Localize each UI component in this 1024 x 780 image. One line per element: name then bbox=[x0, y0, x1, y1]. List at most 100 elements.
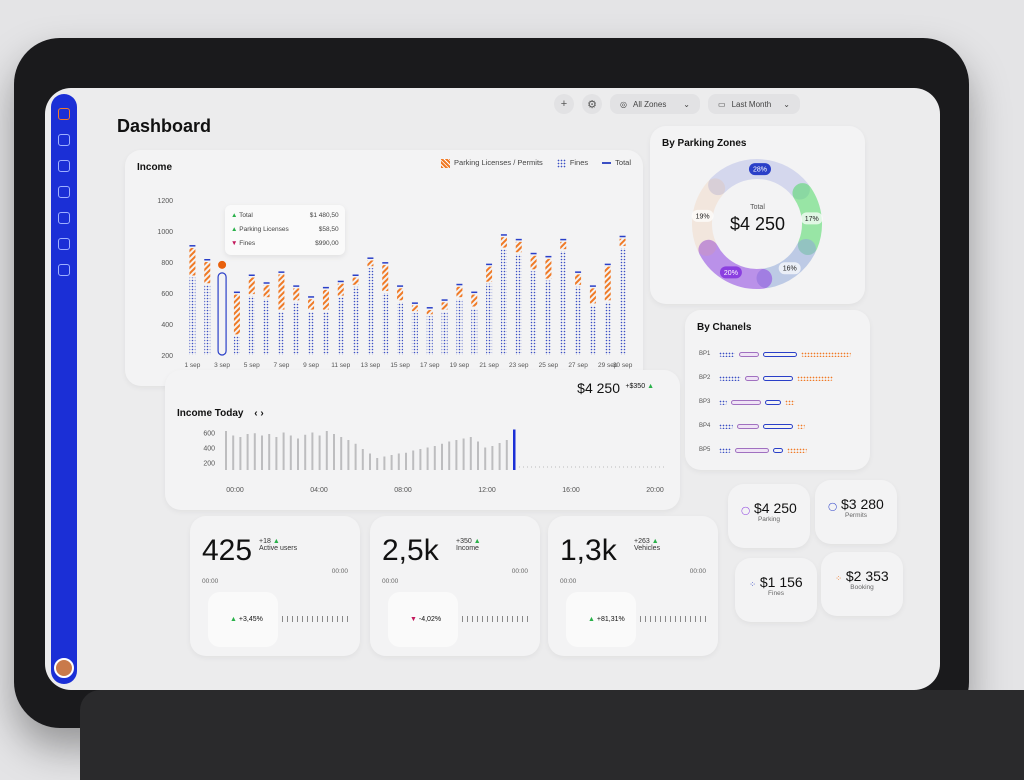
bar-chart-icon[interactable] bbox=[58, 264, 70, 276]
mini-stat-card: ⁘ $1 156 Fines bbox=[735, 558, 817, 622]
x-tick-label: 27 sep bbox=[568, 362, 588, 369]
total-marker bbox=[589, 285, 596, 287]
zone-pct-badge bbox=[691, 209, 714, 222]
x-tick-label: 04:00 bbox=[310, 487, 328, 494]
page-title: Dashboard bbox=[117, 116, 212, 136]
y-tick-label: 1000 bbox=[157, 229, 173, 236]
total-marker bbox=[204, 259, 211, 261]
y-tick-label: 200 bbox=[161, 353, 173, 360]
stat-pct: ▼ -4,02% bbox=[410, 616, 442, 623]
x-tick-label: 3 sep bbox=[214, 362, 230, 369]
y-tick-label: 600 bbox=[203, 431, 215, 438]
mini-stat-card: ⁘ $2 353 Booking bbox=[821, 552, 903, 616]
parking-bar bbox=[471, 294, 478, 307]
y-tick-label: 600 bbox=[161, 291, 173, 298]
channel-parking-bar bbox=[763, 351, 797, 357]
zone-icon: ◎ bbox=[620, 99, 627, 109]
prev-arrow-icon[interactable]: ‹ bbox=[254, 408, 258, 419]
zones-total-value: $4 250 bbox=[729, 214, 786, 234]
settings-button[interactable]: ⚙ bbox=[582, 94, 602, 114]
dashboard-icon[interactable] bbox=[58, 134, 70, 146]
fines-bar bbox=[604, 302, 611, 355]
today-bar bbox=[253, 433, 256, 470]
total-marker bbox=[560, 238, 567, 241]
channel-booking-bar bbox=[787, 447, 807, 453]
total-marker bbox=[471, 291, 478, 294]
stat-highlight bbox=[566, 592, 636, 647]
fines-bar bbox=[322, 311, 329, 355]
today-bar bbox=[419, 449, 422, 470]
fines-bar bbox=[352, 286, 359, 355]
parking-bar bbox=[248, 277, 255, 295]
today-bar bbox=[282, 432, 285, 470]
car-icon[interactable] bbox=[58, 108, 70, 120]
today-bar bbox=[232, 435, 235, 470]
total-marker bbox=[248, 274, 255, 276]
total-marker bbox=[189, 245, 196, 247]
today-bar bbox=[297, 438, 299, 470]
fines-bar bbox=[263, 299, 270, 355]
period-dropdown[interactable]: ▭ Last Month ⌄ bbox=[708, 94, 800, 114]
parking-marker bbox=[218, 260, 227, 269]
today-bar bbox=[397, 453, 400, 470]
total-marker bbox=[456, 283, 463, 286]
zone-pct-label: 16% bbox=[783, 266, 797, 273]
fines-icon: ⁘ bbox=[749, 580, 756, 589]
x-tick-label: 08:00 bbox=[394, 487, 412, 494]
parking-bar bbox=[382, 265, 389, 291]
channel-permits-bar bbox=[735, 447, 769, 453]
total-marker bbox=[545, 255, 552, 258]
zones-dropdown[interactable]: ◎ All Zones ⌄ bbox=[610, 94, 700, 114]
channel-fines-bar bbox=[719, 375, 741, 381]
stat-card: 425 +18 ▲ Active users 00:00 00:00 ▲ +3,4… bbox=[190, 516, 360, 656]
parking-bar bbox=[204, 262, 211, 284]
today-bar bbox=[318, 435, 321, 470]
time-start: 00:00 bbox=[560, 578, 577, 585]
y-tick-label: 400 bbox=[203, 446, 215, 453]
parking-bar bbox=[560, 241, 567, 250]
up-arrow-icon: ▲ bbox=[651, 538, 659, 545]
parking-meter-icon[interactable] bbox=[58, 212, 70, 224]
location-icon[interactable] bbox=[58, 160, 70, 172]
income-title: Income bbox=[137, 162, 173, 173]
fines-bar bbox=[382, 293, 389, 355]
channel-row: BP1 bbox=[699, 342, 859, 366]
add-button[interactable]: + bbox=[554, 94, 574, 114]
total-marker bbox=[352, 274, 359, 276]
parking-bar bbox=[352, 277, 359, 285]
fines-bar bbox=[204, 285, 211, 355]
x-tick-label: 15 sep bbox=[390, 362, 410, 369]
channel-booking-bar bbox=[797, 423, 805, 429]
sidebar bbox=[51, 94, 77, 684]
y-tick-label: 1200 bbox=[157, 198, 173, 205]
users-icon[interactable] bbox=[58, 238, 70, 250]
avatar[interactable] bbox=[54, 658, 74, 678]
channel-fines-bar bbox=[719, 447, 731, 453]
x-tick-label: 21 sep bbox=[479, 362, 499, 369]
time-end: 00:00 bbox=[689, 568, 706, 575]
parking-zones-card: By Parking Zones 28% 17% 16% 20% 19% Total $… bbox=[650, 126, 865, 304]
zone-pct-label: 19% bbox=[696, 213, 710, 220]
pin-icon[interactable] bbox=[58, 186, 70, 198]
parking-bar bbox=[456, 286, 463, 298]
zones-total-label: Total bbox=[750, 204, 765, 211]
parking-bar bbox=[367, 260, 374, 267]
stat-ticks bbox=[640, 616, 708, 622]
down-arrow-icon: ▼ bbox=[410, 616, 417, 623]
total-marker bbox=[382, 262, 389, 264]
parking-bar bbox=[589, 288, 596, 304]
x-tick-label: 23 sep bbox=[509, 362, 529, 369]
zone-pct-badge bbox=[748, 163, 771, 176]
total-marker bbox=[322, 286, 329, 289]
today-bar bbox=[369, 453, 371, 470]
next-arrow-icon[interactable]: › bbox=[260, 408, 264, 419]
plus-icon: + bbox=[560, 98, 568, 110]
zones-donut: 28% 17% 16% 20% 19% bbox=[691, 159, 823, 289]
zone-pct-label: 28% bbox=[753, 167, 767, 174]
today-bar bbox=[261, 435, 263, 470]
today-bar bbox=[505, 440, 508, 470]
parking-icon: ◯ bbox=[741, 506, 751, 515]
stat-pct: ▲ +3,45% bbox=[230, 616, 263, 623]
time-start: 00:00 bbox=[382, 578, 399, 585]
today-bar bbox=[376, 458, 379, 470]
